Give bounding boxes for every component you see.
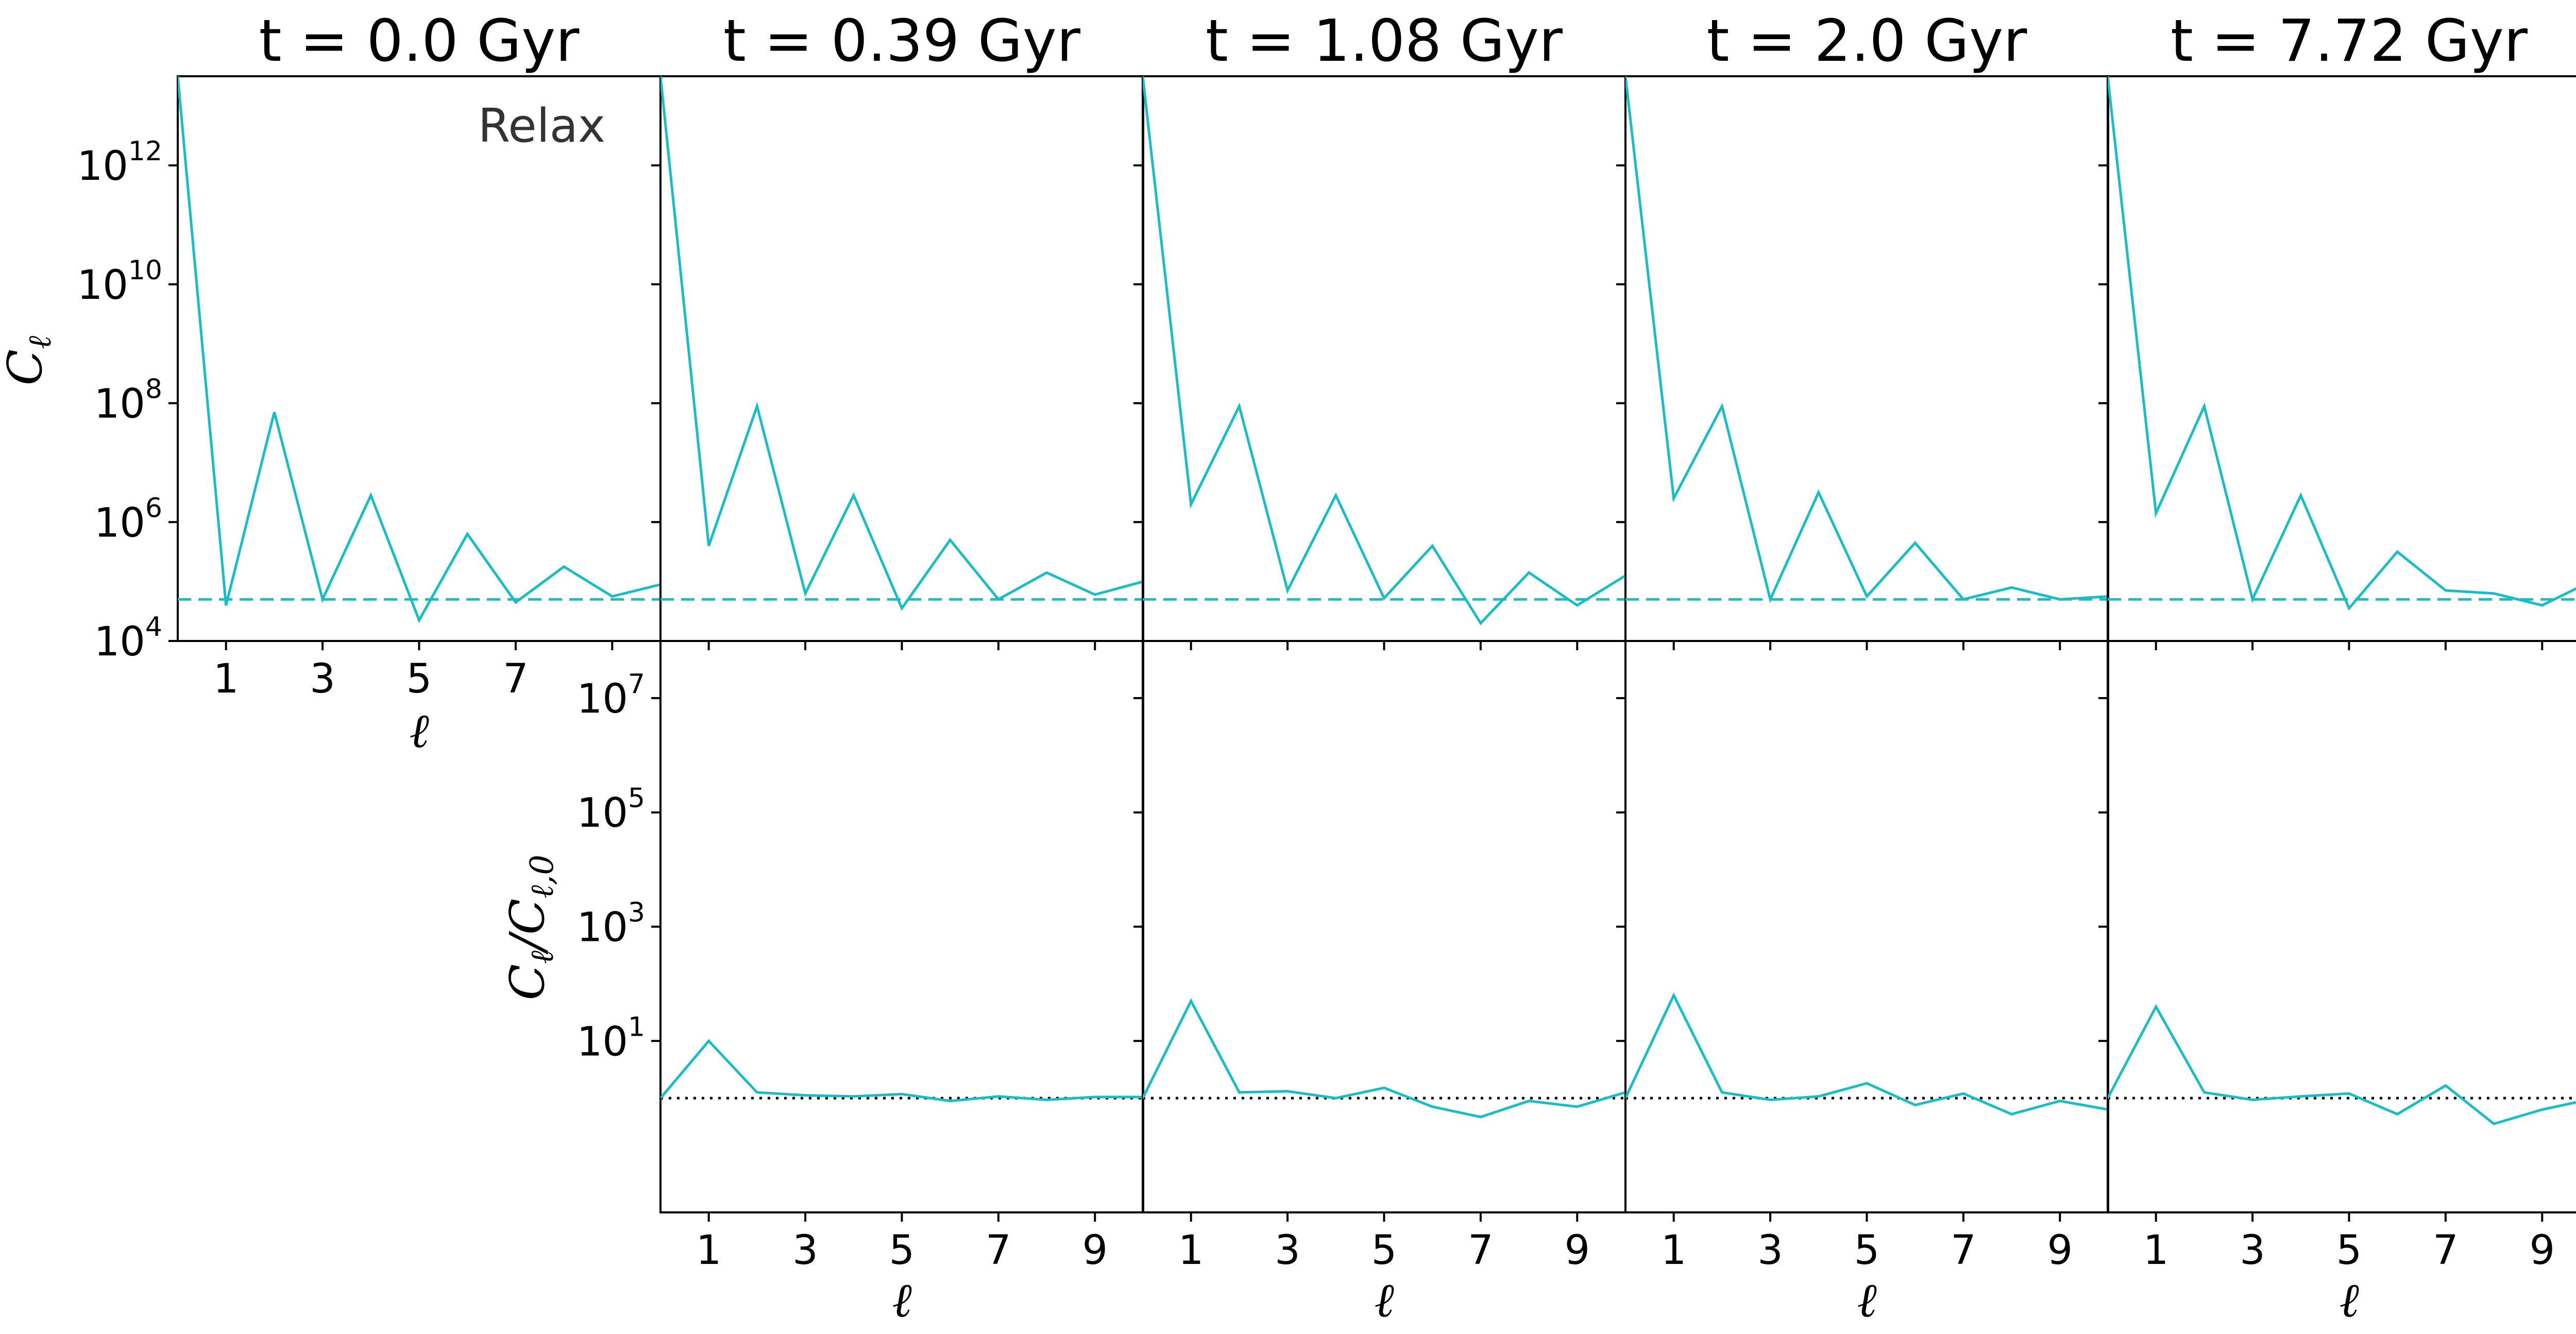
bottom-xtick-label: 9 — [1564, 1227, 1590, 1274]
bottom-xtick-label: 9 — [2529, 1227, 2555, 1274]
top-panel-2 — [651, 75, 1144, 650]
bottom-ytick-label: 101 — [577, 1011, 645, 1065]
bottom-series-line — [2108, 1004, 2576, 1125]
bottom-xtick-label: 1 — [696, 1227, 722, 1274]
bottom-y-axis-label: Cℓ/Cℓ,0 — [500, 855, 561, 1001]
bottom-xtick-label: 5 — [1854, 1227, 1880, 1274]
bottom-panel-5: 1 3 5 7 9 — [2098, 640, 2576, 1274]
top-series-line — [1143, 76, 1625, 626]
panel-title-3: t = 1.08 Gyr — [1206, 8, 1563, 75]
bottom-frame — [659, 640, 1144, 1213]
top-panel-5 — [2098, 75, 2576, 650]
bottom-xtick-label: 1 — [1178, 1227, 1204, 1274]
top-panel-4 — [1616, 75, 2109, 650]
bottom-xtick-label: 7 — [2433, 1227, 2459, 1274]
top-series-line — [1625, 76, 2108, 603]
top-ytick-label: 1012 — [77, 136, 162, 190]
bottom-series-line — [660, 1039, 1143, 1103]
x-axis-label: ℓ — [409, 703, 429, 758]
bottom-xtick-label: 5 — [2336, 1227, 2362, 1274]
bottom-xtick-label: 3 — [792, 1227, 818, 1274]
top-frame — [1142, 75, 1626, 642]
top-frame — [2107, 75, 2576, 642]
top-xtick-label: 5 — [406, 656, 432, 702]
bottom-xtick-label: 1 — [2143, 1227, 2169, 1274]
axis-labels: Relax ℓ ℓ ℓ ℓ ℓ Cℓ Cℓ/Cℓ,0 — [0, 99, 2359, 1328]
bottom-xtick-label: 1 — [1661, 1227, 1687, 1274]
x-axis-label: ℓ — [892, 1273, 911, 1328]
top-xtick-label: 3 — [310, 656, 335, 702]
bottom-frame — [1624, 640, 2109, 1213]
bottom-frame — [2107, 640, 2576, 1213]
top-panel-3 — [1133, 75, 1626, 650]
top-xtick-label: 1 — [213, 656, 239, 702]
top-series-line — [660, 76, 1143, 611]
bottom-xtick-label: 5 — [1371, 1227, 1397, 1274]
bottom-ytick-label: 105 — [577, 783, 645, 837]
top-row-panels: 104 106 108 1010 1012 1 3 5 7 — [77, 75, 2576, 702]
top-series-line — [178, 76, 660, 623]
bottom-xtick-label: 3 — [2240, 1227, 2265, 1274]
panel-title-5: t = 7.72 Gyr — [2171, 8, 2528, 75]
x-axis-label: ℓ — [2339, 1273, 2359, 1328]
top-ytick-label: 1010 — [77, 255, 162, 309]
top-ytick-label: 104 — [94, 612, 162, 665]
top-panel-1: 104 106 108 1010 1012 1 3 5 7 — [77, 75, 662, 702]
top-frame — [177, 75, 662, 642]
bottom-xtick-label: 7 — [1468, 1227, 1494, 1274]
top-series-line — [2108, 76, 2576, 611]
top-y-axis-label: Cℓ — [0, 336, 58, 385]
bottom-xtick-label: 3 — [1275, 1227, 1300, 1274]
bottom-ytick-label: 103 — [577, 898, 645, 951]
top-ytick-label: 106 — [94, 493, 162, 546]
bottom-xtick-label: 7 — [1951, 1227, 1976, 1274]
top-frame — [1624, 75, 2109, 642]
panel-titles: t = 0.0 Gyr t = 0.39 Gyr t = 1.08 Gyr t = 2… — [259, 8, 2528, 75]
top-frame — [659, 75, 1144, 642]
bottom-row-panels: 101 103 105 107 1 3 5 7 9 1 3 5 7 9 1 3 5 7 9 1 3 5 7 9 — [577, 640, 2576, 1274]
relax-annotation: Relax — [478, 99, 605, 153]
bottom-panel-4: 1 3 5 7 9 — [1616, 640, 2109, 1274]
panel-title-2: t = 0.39 Gyr — [723, 8, 1081, 75]
bottom-xtick-label: 3 — [1757, 1227, 1783, 1274]
bottom-frame — [1142, 640, 1626, 1213]
bottom-panel-2: 101 103 105 107 1 3 5 7 9 — [577, 640, 1144, 1274]
bottom-ytick-label: 107 — [577, 669, 645, 722]
bottom-xtick-label: 9 — [2047, 1227, 2073, 1274]
bottom-panel-3: 1 3 5 7 9 — [1133, 640, 1626, 1274]
bottom-series-line — [1143, 998, 1625, 1119]
top-xtick-label: 7 — [503, 656, 529, 702]
x-axis-label: ℓ — [1374, 1273, 1394, 1328]
bottom-series-line — [1625, 992, 2108, 1116]
panel-title-4: t = 2.0 Gyr — [1707, 8, 2028, 75]
bottom-xtick-label: 9 — [1082, 1227, 1108, 1274]
bottom-xtick-label: 5 — [889, 1227, 915, 1274]
x-axis-label: ℓ — [1857, 1273, 1876, 1328]
bottom-xtick-label: 7 — [986, 1227, 1011, 1274]
panel-title-1: t = 0.0 Gyr — [259, 8, 580, 75]
top-ytick-label: 108 — [94, 374, 162, 428]
